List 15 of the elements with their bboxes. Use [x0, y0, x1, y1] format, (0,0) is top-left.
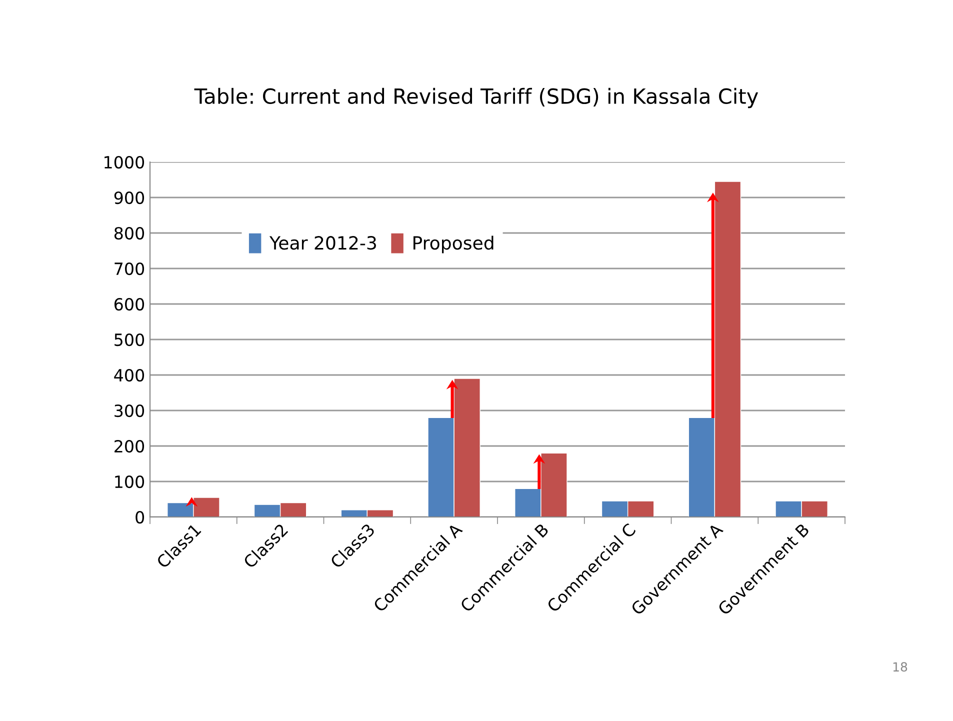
y-tick-label: 300 — [114, 404, 144, 418]
y-tick-label: 500 — [114, 333, 144, 346]
legend-label: Year 2012-3 — [269, 236, 376, 250]
chart-title: Table: Current and Revised Tariff (SDG) in Kassala City — [194, 88, 758, 108]
y-tick-label: 600 — [114, 298, 144, 311]
y-tick-label: 900 — [114, 191, 144, 204]
y-tick-label: 800 — [114, 226, 144, 240]
y-tick-label: 400 — [114, 368, 144, 382]
y-tick-label: 0 — [136, 510, 144, 524]
y-tick-label: 700 — [114, 262, 144, 276]
legend-label: Proposed — [414, 236, 494, 254]
y-tick-label: 200 — [114, 440, 144, 453]
text: 18 — [893, 662, 908, 672]
y-tick-label: 1000 — [104, 156, 144, 169]
y-tick-label: 100 — [115, 475, 144, 488]
